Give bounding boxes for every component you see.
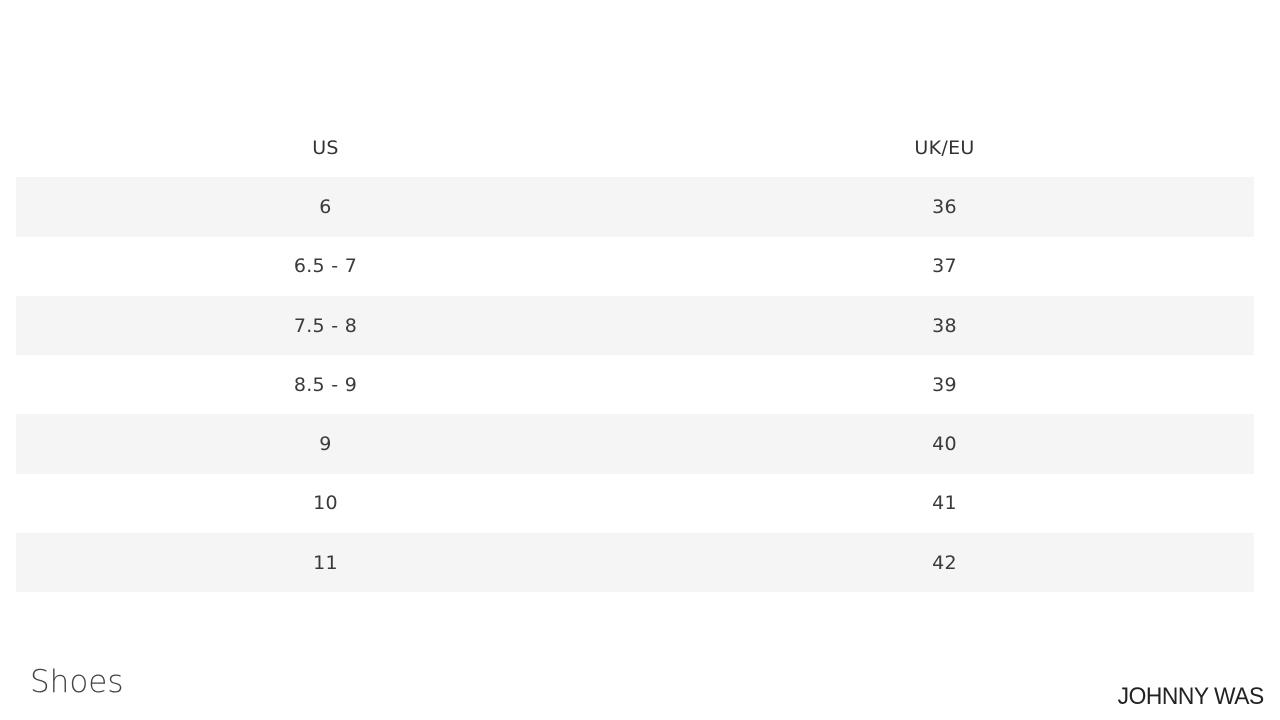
brand-logo: JOHNNY WAS xyxy=(1117,683,1264,710)
us-size: 11 xyxy=(313,551,338,574)
uk-eu-size: 42 xyxy=(932,551,957,574)
table-row: 11 42 xyxy=(16,533,1254,593)
header-uk-eu: UK/EU xyxy=(914,136,975,159)
table-row: 6.5 - 7 37 xyxy=(16,237,1254,296)
table-row: 9 40 xyxy=(16,414,1254,474)
us-size: 8.5 - 9 xyxy=(293,373,358,396)
uk-eu-size: 40 xyxy=(932,433,957,456)
us-size: 6.5 - 7 xyxy=(293,255,358,278)
table-row: 10 41 xyxy=(16,474,1254,533)
uk-eu-size: 41 xyxy=(932,492,957,515)
us-size: 10 xyxy=(313,492,338,515)
table-row: 7.5 - 8 38 xyxy=(16,295,1254,356)
us-size: 7.5 - 8 xyxy=(293,314,358,337)
section-title: Shoes xyxy=(30,664,124,700)
table-header-row: US UK/EU xyxy=(16,118,1254,177)
table-row: 8.5 - 9 39 xyxy=(16,355,1254,414)
size-chart-table: US UK/EU 6 36 6.5 - 7 37 7.5 - 8 38 8.5 … xyxy=(16,118,1254,593)
header-us: US xyxy=(312,136,339,159)
uk-eu-size: 36 xyxy=(932,195,957,218)
us-size: 9 xyxy=(319,433,332,456)
uk-eu-size: 39 xyxy=(932,373,957,396)
uk-eu-size: 38 xyxy=(932,314,957,337)
table-row: 6 36 xyxy=(16,177,1254,237)
uk-eu-size: 37 xyxy=(932,255,957,278)
us-size: 6 xyxy=(319,195,332,218)
